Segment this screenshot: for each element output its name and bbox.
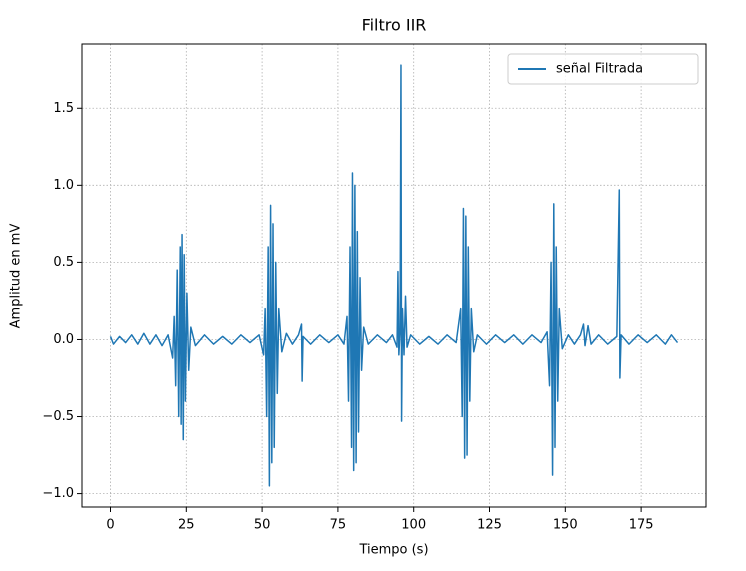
y-tick-label: 1.5 <box>53 101 74 116</box>
y-tick-label: −1.0 <box>42 486 74 501</box>
x-axis-label: Tiempo (s) <box>358 543 428 558</box>
x-tick-label: 175 <box>629 518 654 533</box>
legend-box <box>507 53 699 85</box>
x-tick-label: 150 <box>553 518 578 533</box>
y-tick-label: 1.0 <box>53 178 74 193</box>
y-axis-label: Amplitud en mV <box>9 224 24 329</box>
signal-line <box>109 64 679 487</box>
x-tick-label: 0 <box>106 518 114 533</box>
x-tick-label: 75 <box>330 518 347 533</box>
y-tick-label: 0.0 <box>53 332 74 347</box>
x-tick-label: 125 <box>477 518 502 533</box>
legend-label: señal Filtrada <box>556 62 643 77</box>
x-tick-label: 50 <box>254 518 271 533</box>
y-tick-label: −0.5 <box>42 409 74 424</box>
y-tick-label: 0.5 <box>53 255 74 270</box>
x-tick-label: 25 <box>178 518 195 533</box>
chart-title: Filtro IIR <box>362 16 427 35</box>
x-tick-label: 100 <box>401 518 426 533</box>
plot-frame <box>81 43 707 508</box>
